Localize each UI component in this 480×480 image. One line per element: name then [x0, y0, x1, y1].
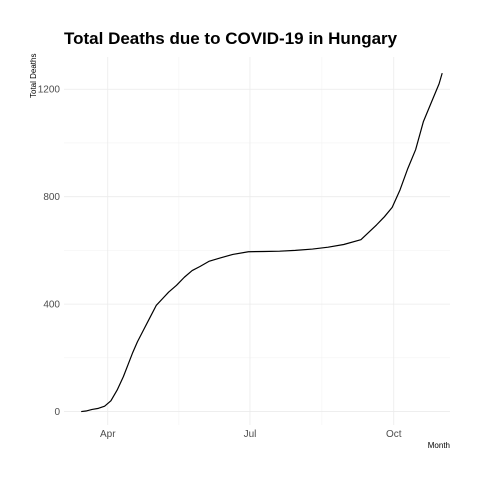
y-tick-label: 1200 [38, 85, 61, 96]
y-tick-label: 0 [54, 407, 60, 418]
chart-title: Total Deaths due to COVID-19 in Hungary [64, 29, 398, 48]
y-axis-label: Total Deaths [29, 54, 38, 98]
y-tick-label: 800 [43, 192, 60, 203]
x-tick-label: Apr [100, 429, 116, 440]
x-tick-label: Oct [386, 429, 402, 440]
x-axis-label: Month [428, 441, 450, 450]
y-tick-label: 400 [43, 300, 60, 311]
x-tick-label: Jul [244, 429, 257, 440]
